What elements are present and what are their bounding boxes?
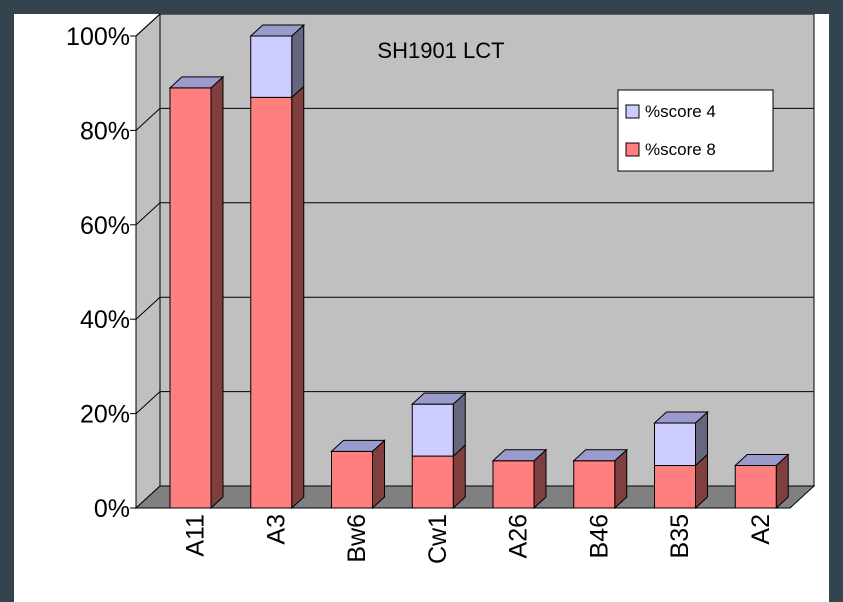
chart-title: SH1901 LCT: [377, 38, 504, 63]
plot-side-wall: [135, 14, 161, 510]
legend-box: [617, 89, 774, 172]
bar-segment: [169, 87, 212, 509]
y-tick-label: 40%: [80, 306, 130, 334]
bar-segment: [654, 465, 696, 509]
stacked-3d-bar-chart: 0%20%40%60%80%100% A11 A3 Bw6 Cw1 A26 B46 B35 A…: [66, 14, 816, 564]
bar-top: [330, 439, 386, 452]
bar-side: [210, 75, 224, 510]
x-axis-tick-labels: A11 A3 Bw6 Cw1 A26 B46 B35 A2: [182, 514, 775, 564]
bar-segment: [411, 403, 454, 457]
bar-top: [249, 24, 306, 37]
gridline-side: [135, 391, 161, 414]
bar-segment: [250, 35, 293, 98]
y-tick-label: 20%: [80, 401, 130, 429]
legend-swatch-score-4: [625, 104, 640, 119]
x-tick-label: B35: [666, 514, 694, 558]
bar-segment: [331, 450, 373, 509]
bar-top: [168, 76, 225, 89]
gridline-side: [135, 202, 161, 226]
bar-side: [372, 439, 385, 510]
bar-side: [291, 23, 305, 99]
x-tick-label: Cw1: [424, 514, 452, 564]
x-tick-label: A11: [182, 514, 210, 557]
y-tick-label: 60%: [80, 212, 130, 240]
legend: %score 4 %score 8: [617, 89, 774, 172]
bar-segment: [250, 96, 293, 509]
legend-label-score-8: %score 8: [645, 140, 716, 159]
x-tick-label: A3: [262, 514, 290, 545]
y-tick-label: 0%: [94, 495, 130, 523]
bar-top: [572, 449, 629, 462]
legend-label-score-4: %score 4: [645, 102, 716, 121]
bar-segment: [734, 465, 777, 509]
x-tick-label: B46: [585, 514, 613, 558]
x-tick-label: A26: [505, 514, 533, 558]
bar-top: [410, 392, 467, 405]
bar-top: [733, 454, 790, 467]
gridline-side: [135, 108, 161, 131]
bar-segment: [573, 460, 616, 509]
chart-frame: 0% 20% 40% 60% 80% 100% A11 A3 Bw6 Cw1 A26 B46 B35 A…: [14, 14, 829, 602]
x-tick-label: Bw6: [343, 514, 371, 563]
gridline-side: [135, 14, 161, 37]
bar-segment: [492, 460, 535, 509]
legend-swatch-score-8: [625, 142, 640, 157]
bar-segment: [411, 455, 454, 509]
x-tick-label: A2: [747, 514, 775, 545]
plot-floor: [134, 485, 816, 509]
bars: [168, 23, 790, 510]
gridline-side: [135, 296, 161, 320]
bar-side: [291, 85, 305, 510]
bar-top: [491, 449, 548, 462]
y-tick-label: 100%: [66, 23, 130, 51]
y-tick-label: 80%: [80, 117, 130, 145]
bar-top: [653, 411, 709, 424]
bar-segment: [654, 422, 696, 467]
y-axis-tick-labels: 0% 20% 40% 60% 80% 100%: [66, 23, 136, 523]
